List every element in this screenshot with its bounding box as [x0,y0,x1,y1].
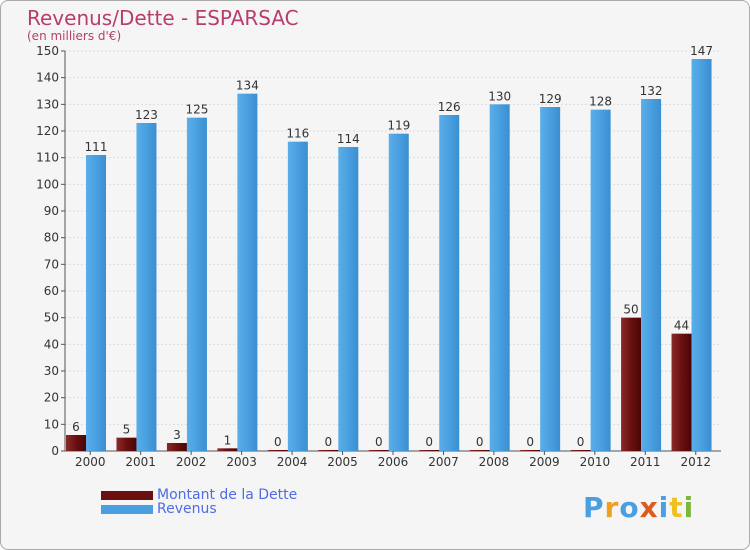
bar-dette [368,450,389,451]
bar-dette [217,448,238,451]
legend-label-revenus: Revenus [157,501,217,517]
data-label-revenus: 132 [640,84,663,98]
data-label-revenus: 111 [85,140,108,154]
data-label-dette: 0 [375,435,383,449]
bar-revenus [338,147,359,451]
data-label-revenus: 147 [690,44,713,58]
legend-swatch-revenus [101,504,153,514]
bar-revenus [439,115,460,451]
bar-dette [419,450,440,451]
data-label-dette: 6 [72,420,80,434]
bar-dette [469,450,490,451]
bar-dette [318,450,339,451]
x-tick-label: 2007 [428,455,459,469]
bar-revenus [237,93,258,452]
chart-subtitle: (en milliers d'€) [27,29,122,43]
y-tick-label: 80 [44,231,59,245]
bar-dette [520,450,541,451]
bar-dette [671,333,692,451]
data-label-dette: 0 [324,435,332,449]
data-label-revenus: 114 [337,132,360,146]
x-tick-label: 2009 [529,455,560,469]
y-tick-label: 50 [44,311,59,325]
bar-dette [166,443,187,451]
logo-letter: t [669,491,684,524]
y-tick-label: 90 [44,204,59,218]
y-tick-label: 100 [36,177,59,191]
y-tick-label: 110 [36,151,59,165]
x-tick-label: 2001 [125,455,156,469]
y-tick-label: 130 [36,97,59,111]
x-tick-label: 2002 [176,455,207,469]
y-tick-label: 140 [36,71,59,85]
x-tick-label: 2010 [580,455,611,469]
logo-letter: P [583,491,605,524]
x-tick-label: 2005 [327,455,358,469]
bar-dette [570,450,591,451]
logo-letter: o [619,491,640,524]
data-label-dette: 44 [674,319,689,333]
data-label-dette: 0 [274,435,282,449]
bar-revenus [388,133,409,451]
data-label-revenus: 126 [438,100,461,114]
bar-revenus [186,117,207,452]
data-label-dette: 0 [425,435,433,449]
data-label-revenus: 134 [236,79,259,93]
bar-revenus [540,107,561,451]
logo-letter: r [604,491,620,524]
data-label-revenus: 129 [539,92,562,106]
y-tick-label: 150 [36,44,59,58]
y-tick-label: 40 [44,337,59,351]
data-label-revenus: 116 [286,127,309,141]
bar-revenus [86,155,106,451]
bar-revenus [136,123,157,451]
bar-dette [66,435,86,451]
data-label-dette: 5 [123,423,131,437]
bar-revenus [489,104,510,451]
chart-title: Revenus/Dette - ESPARSAC [27,6,299,30]
x-tick-label: 2012 [680,455,711,469]
y-tick-label: 20 [44,391,59,405]
data-label-revenus: 125 [185,103,208,117]
data-label-revenus: 119 [387,119,410,133]
x-tick-label: 2008 [479,455,510,469]
bar-revenus [590,109,611,452]
logo-letter: i [658,491,670,524]
logo-letter: x [639,491,659,524]
y-tick-label: 10 [44,417,59,431]
logo-letter: i [683,491,695,524]
x-tick-label: 2011 [630,455,661,469]
x-tick-label: 2003 [226,455,257,469]
legend-item-dette: Montant de la Dette [101,487,298,503]
data-label-dette: 0 [526,435,534,449]
y-tick-label: 120 [36,124,59,138]
x-tick-label: 2006 [378,455,409,469]
bar-dette [267,450,288,451]
bar-dette [116,437,137,451]
data-label-revenus: 130 [488,89,511,103]
bar-dette [621,317,642,451]
bar-revenus [287,141,308,451]
proxiti-logo: Proxiti [583,491,694,524]
y-tick-label: 0 [51,444,59,458]
y-tick-label: 30 [44,364,59,378]
bar-revenus [691,59,712,451]
data-label-dette: 0 [577,435,585,449]
data-label-revenus: 123 [135,108,158,122]
data-label-dette: 3 [173,428,181,442]
y-tick-label: 60 [44,284,59,298]
legend-label-dette: Montant de la Dette [157,487,298,503]
legend-swatch-dette [101,490,153,500]
legend-item-revenus: Revenus [101,501,217,517]
data-label-dette: 1 [224,433,232,447]
data-label-dette: 50 [623,303,638,317]
bar-revenus [641,99,662,451]
data-label-dette: 0 [476,435,484,449]
x-tick-label: 2000 [75,455,106,469]
y-tick-label: 70 [44,257,59,271]
data-label-revenus: 128 [589,95,612,109]
x-tick-label: 2004 [277,455,308,469]
